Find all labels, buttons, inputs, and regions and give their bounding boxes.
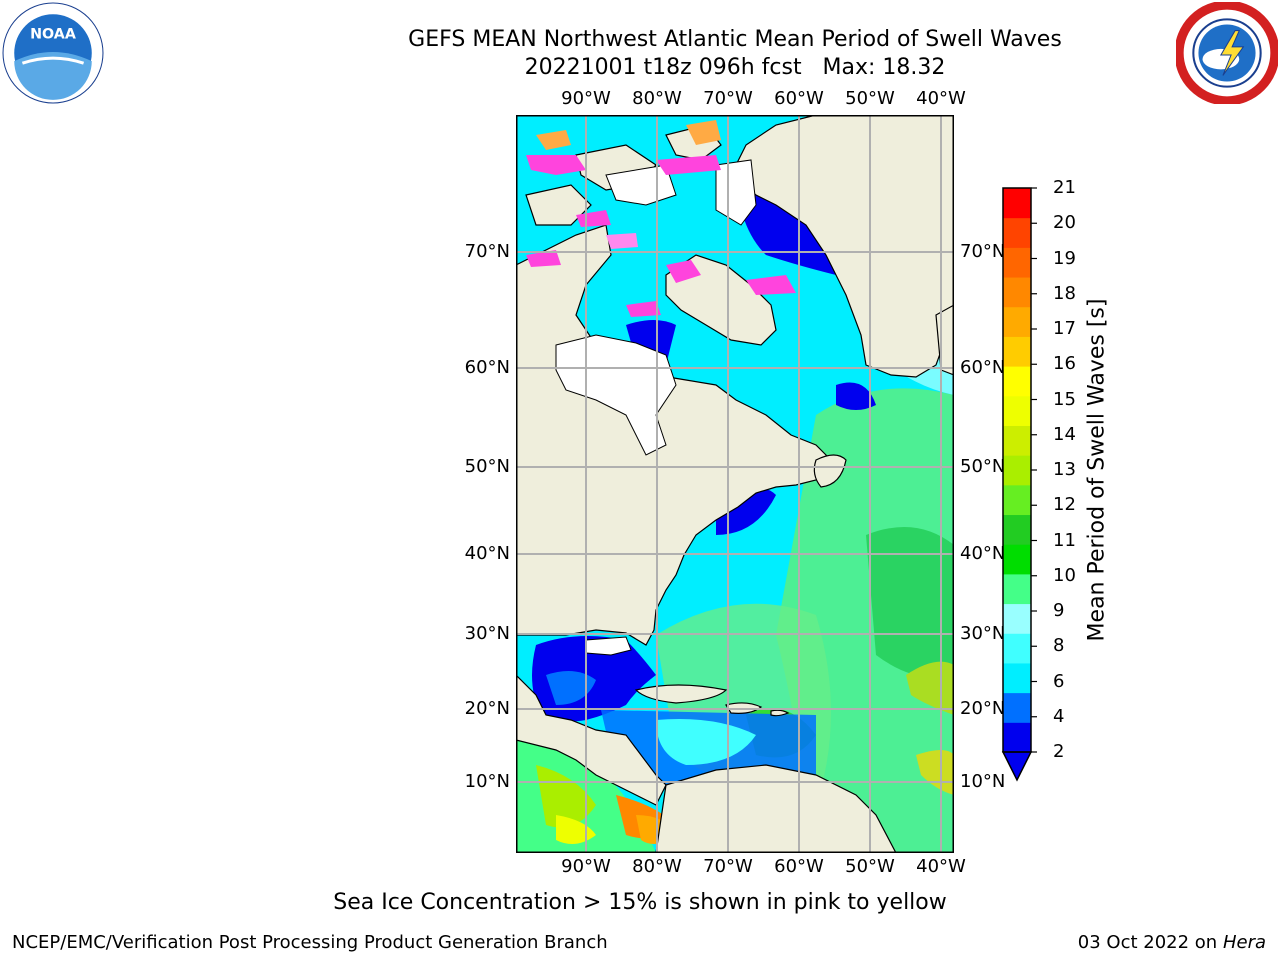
colorbar-segment [1003, 306, 1031, 337]
lon-label-top: 90°W [561, 88, 611, 109]
colorbar-segment [1003, 722, 1031, 753]
colorbar-label: 6 [1053, 670, 1065, 692]
colorbar-label: 13 [1053, 459, 1076, 480]
lat-label-left: 10°N [464, 771, 510, 792]
colorbar-label: 14 [1053, 423, 1076, 445]
colorbar-label: 21 [1053, 177, 1076, 198]
colorbar-label: 10 [1053, 564, 1076, 586]
colorbar-label: 20 [1053, 212, 1076, 234]
colorbar-segment [1003, 217, 1031, 248]
footer-credit: NCEP/EMC/Verification Post Processing Pr… [12, 932, 608, 953]
colorbar-label: 4 [1053, 705, 1065, 727]
noaa-logo: NOAA [2, 2, 104, 104]
colorbar-segment [1003, 425, 1031, 456]
land [516, 115, 954, 853]
colorbar-segment [1003, 455, 1031, 486]
sea-ice [526, 120, 796, 317]
lat-label-right: 30°N [960, 623, 1006, 644]
lat-label-left: 30°N [464, 623, 510, 644]
colorbar-segment [1003, 277, 1031, 308]
colorbar-segment [1003, 692, 1031, 723]
colorbar-label: 2 [1053, 741, 1065, 762]
lat-label-right: 20°N [960, 698, 1006, 719]
chart-title: GEFS MEAN Northwest Atlantic Mean Period… [408, 27, 1062, 52]
colorbar-label: 9 [1053, 600, 1065, 621]
graticule [516, 115, 954, 853]
lat-label-left: 50°N [464, 456, 510, 477]
lon-label-top: 80°W [632, 88, 682, 109]
colorbar-segment [1003, 247, 1031, 278]
colorbar-segment [1003, 336, 1031, 367]
lon-label-top: 40°W [916, 88, 966, 109]
colorbar-segment [1003, 573, 1031, 605]
chart-subtitle: 20221001 t18z 096h fcst Max: 18.32 [524, 55, 946, 80]
colorbar-label: 17 [1053, 318, 1076, 339]
colorbar-segment [1003, 188, 1031, 219]
sea-ice-note: Sea Ice Concentration > 15% is shown in … [333, 890, 947, 915]
colorbar-segment [1003, 662, 1031, 694]
colorbar-title: Mean Period of Swell Waves [s] [1084, 298, 1110, 642]
colorbar-label: 11 [1053, 529, 1076, 551]
colorbar [1001, 187, 1037, 782]
colorbar-segment [1003, 395, 1031, 426]
colorbar-label: 12 [1053, 494, 1076, 516]
colorbar-segment [1003, 514, 1031, 545]
lon-label-top: 60°W [774, 88, 824, 109]
lon-label-bottom: 70°W [703, 856, 753, 877]
colorbar-label: 19 [1053, 247, 1076, 269]
lon-label-bottom: 90°W [561, 856, 611, 877]
footer-date-text: 03 Oct 2022 on [1077, 932, 1223, 953]
lon-label-top: 50°W [845, 88, 895, 109]
noaa-logo-text: NOAA [30, 27, 76, 43]
lon-label-top: 70°W [703, 88, 753, 109]
map-frame [516, 115, 954, 853]
colorbar-segment [1003, 484, 1031, 516]
lat-label-right: 50°N [960, 456, 1006, 477]
colorbar-segment [1003, 544, 1031, 575]
lat-label-right: 40°N [960, 543, 1006, 564]
footer-date: 03 Oct 2022 on Hera [1078, 932, 1266, 953]
colorbar-label: 15 [1053, 388, 1076, 410]
lat-label-left: 40°N [464, 543, 510, 564]
colorbar-segment [1003, 366, 1031, 397]
swell-period-map [516, 115, 954, 853]
colorbar-segment [1003, 633, 1031, 664]
lat-label-right: 10°N [960, 771, 1006, 792]
lon-label-bottom: 80°W [632, 856, 682, 877]
colorbar-label: 8 [1053, 635, 1065, 657]
colorbar-extend-arrow [1001, 751, 1033, 782]
lon-label-bottom: 40°W [916, 856, 966, 877]
lat-label-left: 60°N [464, 357, 510, 378]
colorbar-segment [1003, 603, 1031, 634]
lat-label-right: 60°N [960, 357, 1006, 378]
lon-label-bottom: 60°W [774, 856, 824, 877]
colorbar-label: 16 [1053, 353, 1076, 375]
lat-label-left: 70°N [464, 241, 510, 262]
footer-host: Hera [1222, 932, 1266, 953]
lat-label-right: 70°N [960, 241, 1006, 262]
lon-label-bottom: 50°W [845, 856, 895, 877]
nws-logo [1176, 2, 1278, 104]
colorbar-label: 18 [1053, 282, 1076, 304]
lat-label-left: 20°N [464, 698, 510, 719]
